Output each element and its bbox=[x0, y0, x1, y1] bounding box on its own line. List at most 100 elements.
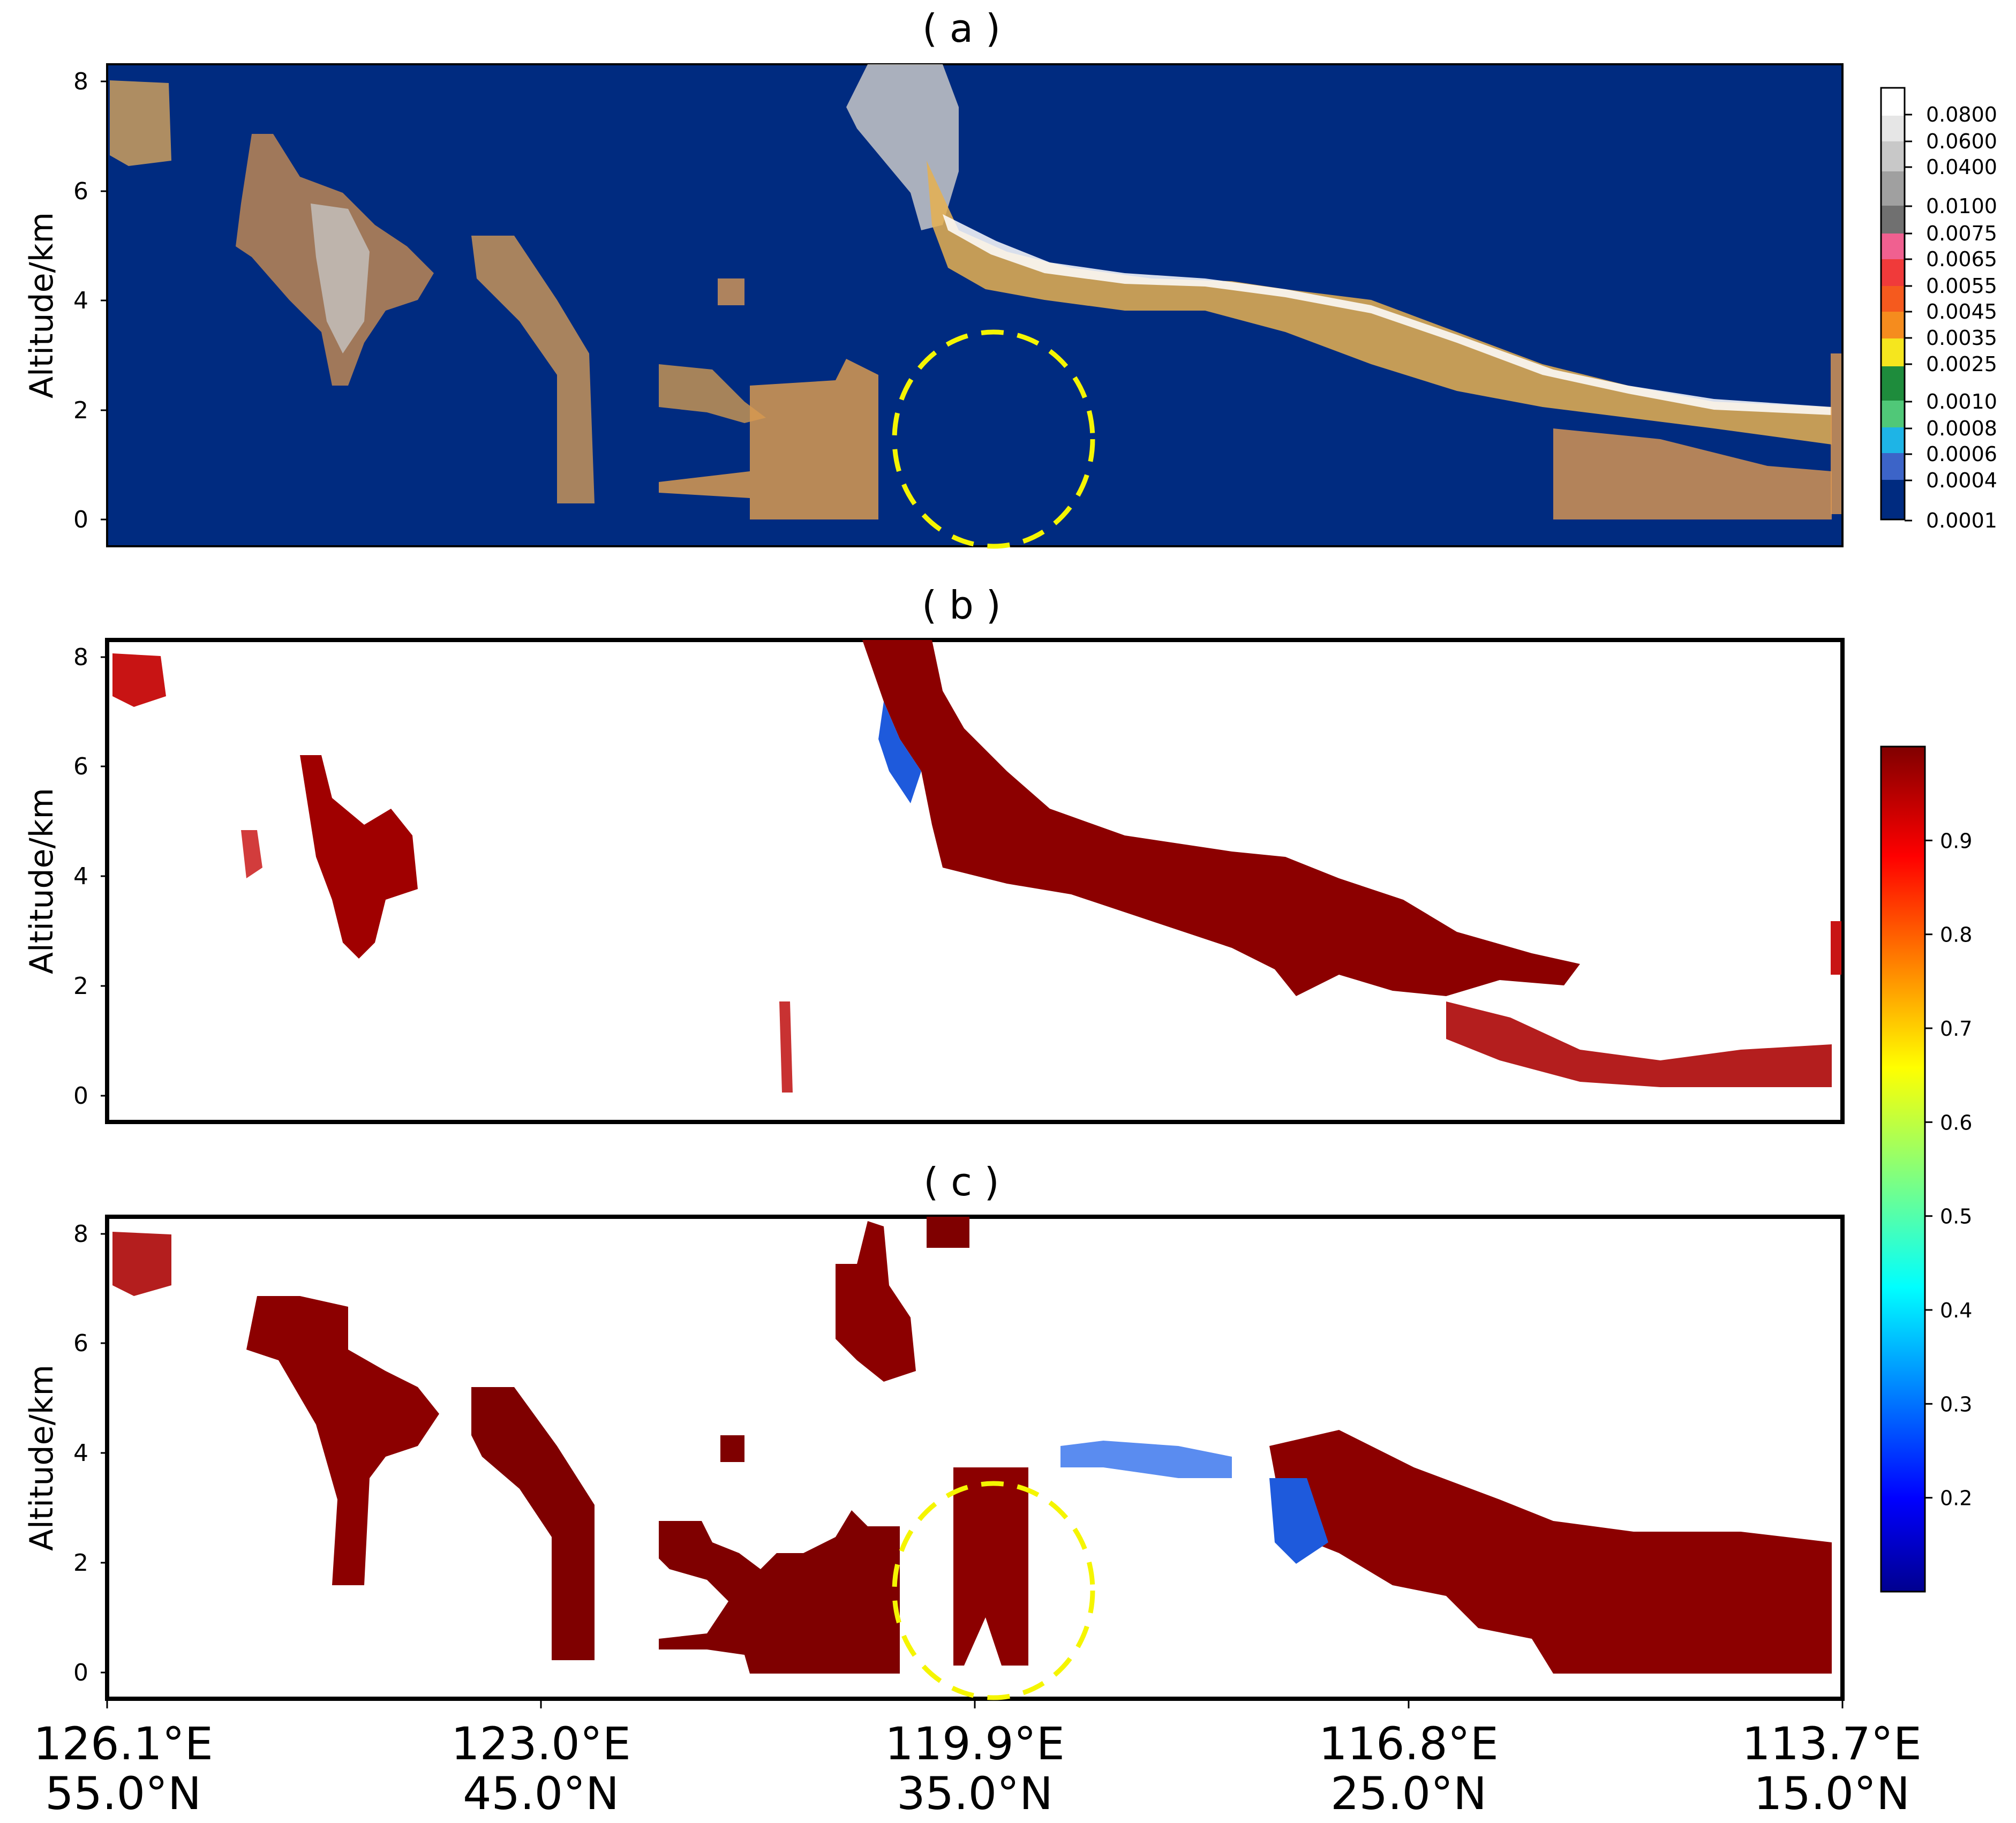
panel-a-colorbar-tick: 0.0075 bbox=[1926, 222, 1997, 245]
panel-b-feature-left-cluster bbox=[300, 755, 418, 959]
panel-b-feature-right-edge bbox=[1831, 921, 1841, 975]
jet-colorbar-tick-label: 0.2 bbox=[1940, 1487, 1972, 1510]
panel-c-ylabel: Altitude/km bbox=[23, 1365, 61, 1551]
panel-a-colorbar-tick: 0.0025 bbox=[1926, 352, 1997, 376]
panel-b-feature-spot bbox=[779, 1001, 793, 1093]
panel-b-feature-main-core bbox=[862, 640, 1580, 996]
panel-c-title: ( c ) bbox=[923, 1159, 999, 1204]
panel-c-ytick: 8 bbox=[73, 1221, 88, 1248]
panel-c-feature-small-box bbox=[720, 1435, 744, 1462]
panel-a: ( a ) 0 2 4 6 bbox=[23, 6, 1997, 549]
x-tick-lat: 25.0°N bbox=[1330, 1767, 1487, 1820]
panel-a-colorbar-tick: 0.0010 bbox=[1926, 390, 1997, 413]
panel-a-y-axis: 0 2 4 6 8 Altitude/km bbox=[23, 68, 107, 533]
panel-c-ytick: 6 bbox=[73, 1330, 88, 1357]
panel-c-feature-left-cluster bbox=[246, 1296, 439, 1585]
panel-b-title: ( b ) bbox=[922, 583, 1001, 628]
panel-a-colorbar-tick: 0.0100 bbox=[1926, 194, 1997, 218]
panel-a-title: ( a ) bbox=[922, 6, 1001, 51]
panel-c-ytick: 4 bbox=[73, 1440, 88, 1467]
shared-x-axis: 126.1°E 55.0°N 123.0°E 45.0°N 119.9°E 35… bbox=[33, 1699, 1922, 1820]
panel-b-feature-lower-band bbox=[1446, 1001, 1832, 1087]
panel-c-highlight-circle bbox=[892, 1481, 1095, 1700]
panel-c: ( c ) 0 2 4 6 8 Altitude bbox=[23, 1159, 1922, 1820]
panel-a-colorbar-tick: 0.0045 bbox=[1926, 300, 1997, 323]
panel-a-feature-right-edge bbox=[1831, 353, 1841, 514]
panel-c-feature-top-box bbox=[927, 1217, 969, 1248]
panel-b-feature-nw-top bbox=[112, 653, 166, 707]
panel-a-ytick: 0 bbox=[73, 506, 88, 533]
panel-b-feature-main-edge bbox=[878, 702, 921, 803]
panel-c-feature-diagonal bbox=[471, 1387, 595, 1660]
panel-b: ( b ) 0 2 4 6 8 Altitude/km bbox=[23, 583, 1845, 1124]
jet-colorbar-tick-label: 0.5 bbox=[1940, 1205, 1972, 1229]
panel-a-feature-bottom-block bbox=[659, 359, 878, 519]
panel-a-feature-diagonal bbox=[471, 236, 595, 503]
panel-b-ytick: 8 bbox=[73, 644, 88, 671]
jet-colorbar-tick-label: 0.6 bbox=[1940, 1111, 1972, 1134]
panel-c-feature-right-blue bbox=[1269, 1478, 1328, 1564]
panel-b-ylabel: Altitude/km bbox=[23, 788, 61, 974]
panel-c-feature-right-layer bbox=[1269, 1430, 1832, 1674]
panel-a-feature-left-core bbox=[311, 204, 370, 353]
panel-a-feature-main-layer bbox=[927, 161, 1832, 445]
panel-c-y-axis: 0 2 4 6 8 Altitude/km bbox=[23, 1221, 107, 1686]
panel-a-colorbar-tick: 0.0800 bbox=[1926, 103, 1997, 126]
panel-c-feature-top-column bbox=[836, 1221, 916, 1382]
panel-a-colorbar-tick: 0.0006 bbox=[1926, 442, 1997, 466]
panel-a-feature-small-box bbox=[718, 278, 744, 305]
x-tick-lon: 113.7°E bbox=[1742, 1717, 1922, 1770]
panel-a-feature-nw-top bbox=[110, 80, 171, 166]
x-tick-lat: 55.0°N bbox=[45, 1767, 201, 1820]
x-tick-lon: 116.8°E bbox=[1319, 1717, 1499, 1770]
panel-b-y-axis: 0 2 4 6 8 Altitude/km bbox=[23, 644, 107, 1110]
panel-b-ytick: 6 bbox=[73, 753, 88, 780]
panel-a-colorbar-tick: 0.0035 bbox=[1926, 326, 1997, 350]
panel-a-ylabel: Altitude/km bbox=[23, 212, 61, 398]
panel-b-features bbox=[112, 640, 1841, 1093]
panel-a-feature-main-layer-top bbox=[943, 214, 1832, 415]
jet-colorbar-tick-label: 0.3 bbox=[1940, 1392, 1972, 1416]
jet-colorbar-tick-label: 0.7 bbox=[1940, 1017, 1972, 1041]
panel-c-feature-mid-blue bbox=[1060, 1441, 1232, 1478]
panel-c-feature-nw-top bbox=[112, 1232, 171, 1296]
x-tick-lon: 126.1°E bbox=[33, 1717, 213, 1770]
panel-c-feature-center-columns bbox=[953, 1467, 1028, 1666]
x-tick-lat: 35.0°N bbox=[897, 1767, 1053, 1820]
jet-colorbar-tick-label: 0.4 bbox=[1940, 1299, 1972, 1322]
panel-a-colorbar-tick: 0.0600 bbox=[1926, 130, 1997, 153]
jet-colorbar-bar bbox=[1880, 745, 1926, 1593]
x-tick-lat: 15.0°N bbox=[1754, 1767, 1910, 1820]
x-tick-lat: 45.0°N bbox=[463, 1767, 619, 1820]
panel-c-features bbox=[112, 1217, 1832, 1674]
panel-a-feature-low-left bbox=[659, 364, 766, 423]
x-tick-lon: 119.9°E bbox=[885, 1717, 1065, 1770]
panel-a-colorbar: 0.0800 0.0600 0.0400 0.0100 0.0075 0.006… bbox=[1880, 87, 1997, 532]
panel-a-ytick: 2 bbox=[73, 397, 88, 424]
jet-colorbar-tick-label: 0.8 bbox=[1940, 923, 1972, 947]
panel-c-ytick: 2 bbox=[73, 1549, 88, 1577]
panel-a-colorbar-tick: 0.0065 bbox=[1926, 247, 1997, 271]
panel-b-feature-left-small bbox=[241, 830, 262, 878]
panel-a-colorbar-tick: 0.0400 bbox=[1926, 155, 1997, 179]
panel-b-ytick: 0 bbox=[73, 1082, 88, 1110]
x-tick-lon: 123.0°E bbox=[451, 1717, 631, 1770]
panel-a-ytick: 8 bbox=[73, 68, 88, 95]
jet-colorbar: 0.9 0.8 0.7 0.6 0.5 0.4 0.3 0.2 bbox=[1880, 745, 1972, 1593]
panel-b-ytick: 4 bbox=[73, 863, 88, 890]
panel-a-feature-lower-band bbox=[1553, 428, 1832, 519]
jet-colorbar-ticks: 0.9 0.8 0.7 0.6 0.5 0.4 0.3 0.2 bbox=[1925, 829, 1972, 1510]
panel-c-ytick: 0 bbox=[73, 1659, 88, 1686]
panel-a-colorbar-tick: 0.0008 bbox=[1926, 417, 1997, 440]
panel-a-colorbar-tick: 0.0055 bbox=[1926, 274, 1997, 298]
panel-c-feature-bottom-block bbox=[659, 1510, 900, 1674]
jet-colorbar-tick-label: 0.9 bbox=[1940, 829, 1972, 853]
panel-a-ytick: 6 bbox=[73, 178, 88, 205]
panel-a-highlight-circle bbox=[892, 329, 1095, 549]
panel-a-ytick: 4 bbox=[73, 287, 88, 314]
panel-a-colorbar-tick: 0.0001 bbox=[1926, 509, 1997, 532]
panel-b-ytick: 2 bbox=[73, 973, 88, 1000]
panel-a-features bbox=[110, 64, 1841, 519]
panel-a-colorbar-tick: 0.0004 bbox=[1926, 469, 1997, 492]
